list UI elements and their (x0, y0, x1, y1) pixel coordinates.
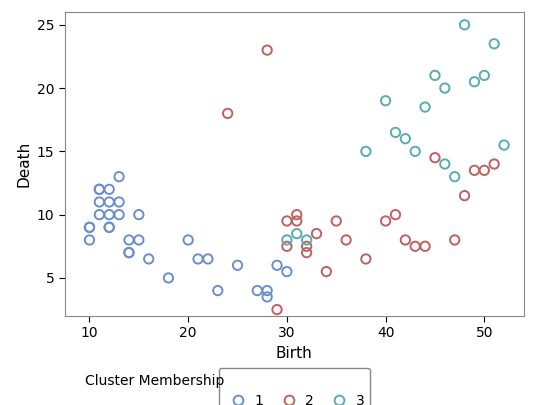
Point (85, 224, 94, 230)
Point (342, 237, 350, 243)
Point (184, 237, 192, 243)
Point (273, 262, 281, 269)
Point (362, 148, 370, 155)
Point (391, 211, 400, 218)
Point (263, 288, 272, 294)
Point (263, 294, 272, 300)
Point (362, 256, 370, 262)
Point (115, 173, 124, 180)
Point (450, 173, 459, 180)
Point (282, 243, 291, 249)
Point (441, 85, 449, 91)
Point (164, 275, 173, 281)
Point (302, 243, 311, 249)
Point (213, 288, 222, 294)
Point (134, 237, 143, 243)
Point (263, 47, 272, 53)
Point (302, 237, 311, 243)
Point (125, 249, 133, 256)
Point (430, 72, 439, 79)
Point (460, 21, 469, 28)
Point (391, 129, 400, 136)
Point (194, 256, 202, 262)
Point (480, 72, 489, 79)
Point (95, 186, 104, 193)
Legend: 1, 2, 3: 1, 2, 3 (219, 368, 370, 405)
Point (332, 218, 341, 224)
X-axis label: Birth: Birth (276, 346, 313, 361)
Point (282, 237, 291, 243)
Point (282, 218, 291, 224)
Point (282, 269, 291, 275)
Point (233, 262, 242, 269)
Point (450, 237, 459, 243)
Point (430, 154, 439, 161)
Point (470, 79, 479, 85)
Point (144, 256, 153, 262)
Point (421, 104, 429, 110)
Point (480, 167, 489, 174)
Point (293, 211, 301, 218)
Point (105, 224, 113, 230)
Point (302, 249, 311, 256)
Point (105, 224, 113, 230)
Point (460, 192, 469, 199)
Point (85, 224, 94, 230)
Y-axis label: Death: Death (16, 141, 31, 187)
Point (95, 186, 104, 193)
Point (105, 199, 113, 205)
Point (115, 211, 124, 218)
Point (411, 243, 420, 249)
Point (95, 199, 104, 205)
Point (224, 110, 232, 117)
Point (134, 211, 143, 218)
Point (95, 211, 104, 218)
Point (105, 186, 113, 193)
Point (381, 98, 390, 104)
Point (105, 211, 113, 218)
Point (322, 269, 330, 275)
Point (253, 288, 261, 294)
Point (470, 167, 479, 174)
Point (441, 161, 449, 167)
Point (273, 306, 281, 313)
Point (85, 237, 94, 243)
Point (411, 148, 420, 155)
Point (115, 199, 124, 205)
Point (421, 243, 429, 249)
Point (125, 237, 133, 243)
Point (490, 161, 498, 167)
Point (401, 237, 410, 243)
Point (204, 256, 212, 262)
Point (293, 230, 301, 237)
Point (490, 40, 498, 47)
Point (293, 218, 301, 224)
Point (312, 230, 321, 237)
Point (401, 135, 410, 142)
Point (381, 218, 390, 224)
Point (500, 142, 508, 148)
Point (125, 249, 133, 256)
